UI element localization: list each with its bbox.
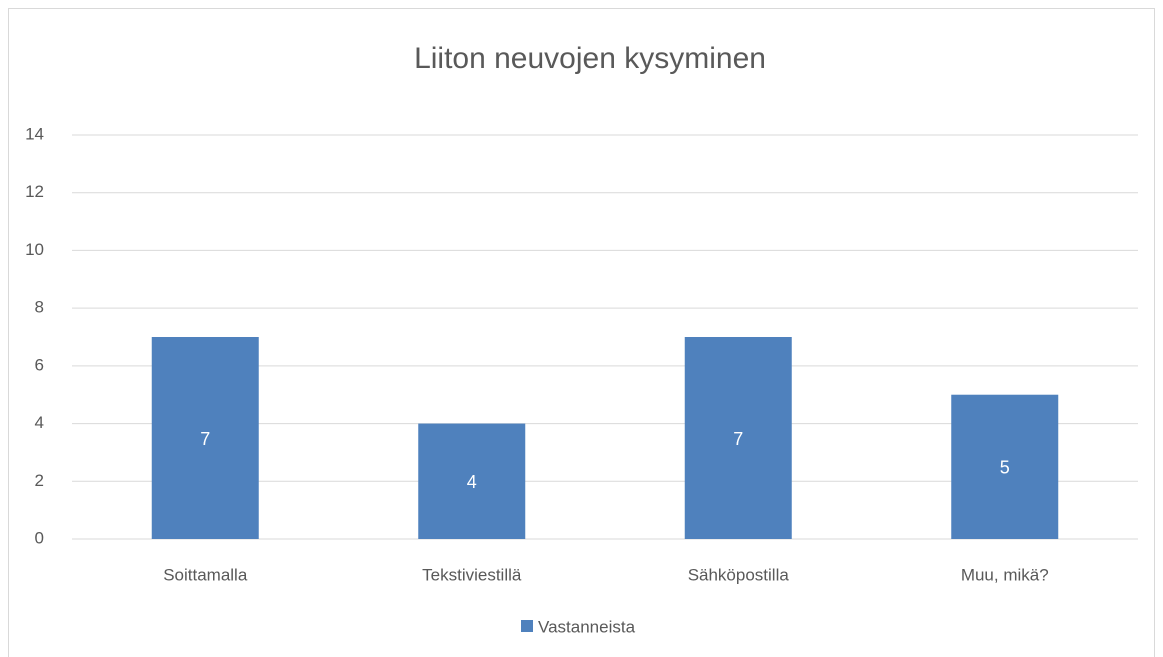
x-tick-label: Soittamalla [163,565,248,584]
x-tick-label: Sähköpostilla [688,565,790,584]
bar [151,337,259,539]
bar [951,394,1059,539]
x-tick-label: Muu, mikä? [961,565,1049,584]
data-label: 4 [467,472,477,492]
legend-swatch [521,620,533,632]
bar [418,423,526,539]
chart-border [8,8,1155,657]
data-label: 7 [200,429,210,449]
y-tick-label: 12 [25,182,44,201]
y-tick-label: 2 [35,471,44,490]
y-tick-label: 14 [25,124,44,143]
x-tick-label: Tekstiviestillä [422,565,522,584]
y-tick-label: 4 [35,413,44,432]
y-tick-label: 0 [35,528,44,547]
legend-label: Vastanneista [538,617,636,636]
bar [684,337,792,539]
data-label: 7 [733,429,743,449]
y-tick-label: 6 [35,355,44,374]
data-label: 5 [1000,458,1010,478]
y-tick-label: 8 [35,298,44,317]
y-tick-label: 10 [25,240,44,259]
chart-title: Liiton neuvojen kysyminen [414,42,766,75]
